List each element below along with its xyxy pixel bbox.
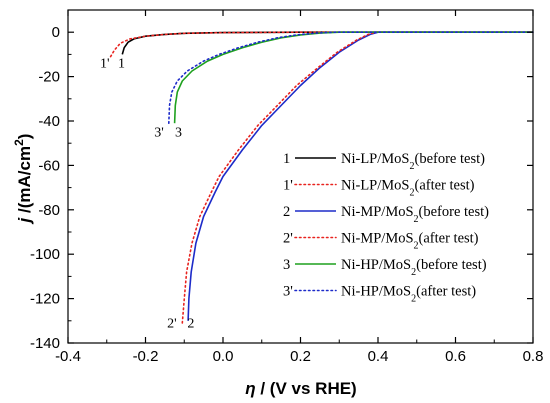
legend-id: 2 bbox=[283, 204, 290, 220]
y-tick-label: -40 bbox=[38, 113, 60, 130]
y-axis-unit-exponent: 2 bbox=[12, 139, 26, 146]
y-tick-label: -140 bbox=[30, 335, 60, 352]
x-tick-label: 0.2 bbox=[290, 348, 311, 365]
axes: -0.4 -0.2 0.0 0.2 0.4 0.6 0.8 0 -20 -40 -60 -80 -100… bbox=[30, 9, 544, 365]
y-tick-label: -100 bbox=[30, 246, 60, 263]
series-line-2 bbox=[187, 31, 533, 321]
legend: 1 Ni-LP/MoS2(before test) 1' Ni-LP/MoS2(aft… bbox=[283, 151, 489, 304]
legend-id: 3 bbox=[283, 257, 290, 273]
y-axis-close: ) bbox=[15, 134, 34, 140]
x-tick-label: 0.6 bbox=[445, 348, 466, 365]
legend-label: Ni-LP/MoS2(after test) bbox=[341, 178, 475, 199]
legend-id: 1' bbox=[283, 178, 293, 194]
y-tick-label: 0 bbox=[52, 24, 60, 41]
legend-label: Ni-LP/MoS2(before test) bbox=[341, 151, 485, 172]
curve-label: 2' bbox=[167, 316, 177, 331]
legend-id: 1 bbox=[283, 151, 290, 167]
curve-label: 2 bbox=[187, 316, 194, 331]
y-tick-label: -80 bbox=[38, 202, 60, 219]
y-axis-title: j /(mA/cm2) bbox=[12, 134, 34, 225]
y-axis-symbol: j bbox=[15, 216, 34, 224]
x-tick-label: -0.2 bbox=[133, 348, 159, 365]
y-tick-label: -60 bbox=[38, 157, 60, 174]
y-tick-label: -120 bbox=[30, 291, 60, 308]
curve-label: 3' bbox=[154, 126, 164, 141]
y-axis-unit: /(mA/cm bbox=[15, 146, 34, 218]
legend-label: Ni-HP/MoS2(before test) bbox=[341, 257, 487, 278]
legend-label: Ni-MP/MoS2(before test) bbox=[341, 204, 489, 225]
x-tick-label: 0.8 bbox=[523, 348, 544, 365]
series-line-1p bbox=[109, 31, 534, 58]
curve-label: 1 bbox=[118, 57, 125, 72]
x-axis-symbol: η bbox=[245, 379, 255, 398]
x-axis-unit: / (V vs RHE) bbox=[256, 379, 357, 398]
series-line-3p bbox=[168, 31, 534, 124]
legend-id: 3' bbox=[283, 284, 293, 300]
x-axis-title: η / (V vs RHE) bbox=[245, 379, 356, 398]
plot-lines bbox=[109, 31, 534, 324]
series-line-2p bbox=[181, 31, 534, 324]
curve-label: 3 bbox=[175, 126, 182, 141]
curve-label: 1' bbox=[100, 57, 110, 72]
legend-label: Ni-HP/MoS2(after test) bbox=[341, 284, 476, 305]
x-tick-label: 0.0 bbox=[213, 348, 234, 365]
y-tick-label: -20 bbox=[38, 69, 60, 86]
x-tick-label: 0.4 bbox=[368, 348, 389, 365]
legend-id: 2' bbox=[283, 231, 293, 247]
x-tick-label: -0.4 bbox=[55, 348, 81, 365]
curve-labels: 1' 1 3' 3 2' 2 bbox=[100, 57, 194, 332]
legend-label: Ni-MP/MoS2(after test) bbox=[341, 231, 479, 252]
